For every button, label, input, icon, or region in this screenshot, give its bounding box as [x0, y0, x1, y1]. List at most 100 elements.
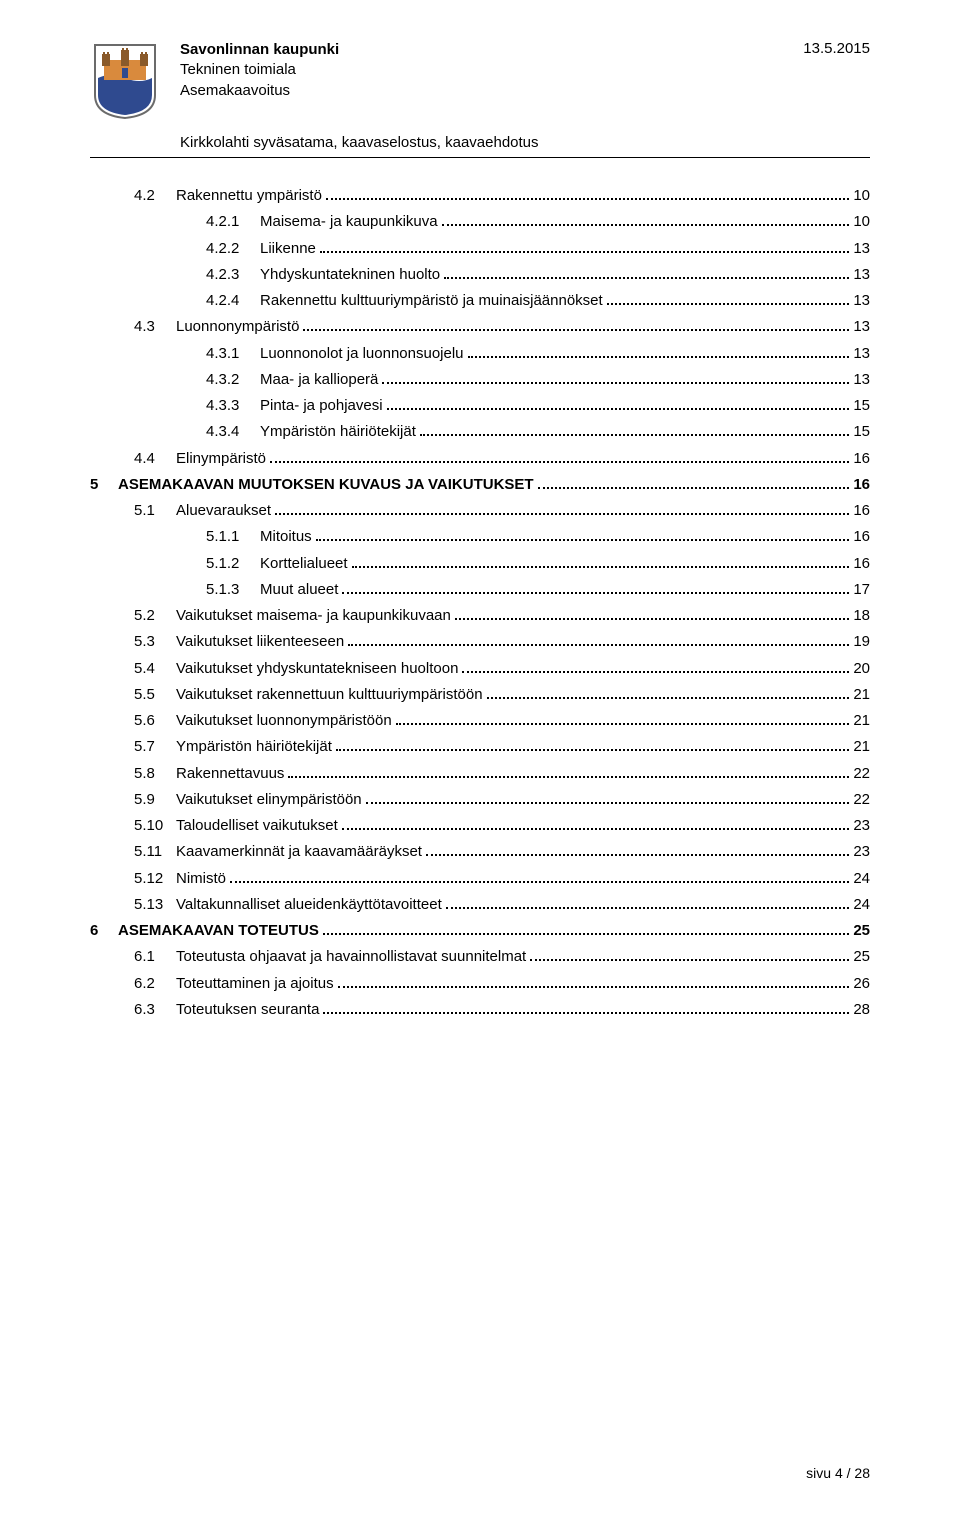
toc-row: 4.3 Luonnonympäristö 13 — [90, 315, 870, 338]
toc-label: ASEMAKAAVAN MUUTOKSEN KUVAUS JA VAIKUTUK… — [118, 473, 534, 496]
toc-number: 5.1.2 — [206, 552, 254, 575]
toc-leader-dots — [323, 920, 849, 936]
toc-label: Elinympäristö — [176, 447, 266, 470]
toc-leader-dots — [275, 500, 849, 516]
toc-row: 4.3.1 Luonnonolot ja luonnonsuojelu 13 — [90, 342, 870, 365]
toc-label: Ympäristön häiriötekijät — [176, 735, 332, 758]
toc-number: 4.3 — [134, 315, 170, 338]
toc-label: Mitoitus — [260, 525, 312, 548]
toc-label: Taloudelliset vaikutukset — [176, 814, 338, 837]
table-of-contents: 4.2Rakennettu ympäristö104.2.1Maisema- j… — [90, 184, 870, 1021]
toc-number: 4.2.1 — [206, 210, 254, 233]
toc-page-number: 13 — [853, 289, 870, 312]
toc-number: 5.1.3 — [206, 578, 254, 601]
toc-page-number: 24 — [853, 893, 870, 916]
toc-label: Liikenne — [260, 237, 316, 260]
toc-label: Nimistö — [176, 867, 226, 890]
dept-line-1: Tekninen toimiala — [180, 60, 870, 80]
toc-label: ASEMAKAAVAN TOTEUTUS — [118, 919, 319, 942]
toc-label: Maisema- ja kaupunkikuva — [260, 210, 438, 233]
toc-row: 4.3.4Ympäristön häiriötekijät15 — [90, 420, 870, 443]
toc-row: 6.2Toteuttaminen ja ajoitus26 — [90, 972, 870, 995]
toc-label: Luonnonympäristö — [176, 315, 299, 338]
toc-page-number: 15 — [853, 420, 870, 443]
toc-page-number: 10 — [853, 210, 870, 233]
toc-number: 5.9 — [134, 788, 170, 811]
toc-label: Muut alueet — [260, 578, 338, 601]
toc-row: 5.8Rakennettavuus22 — [90, 762, 870, 785]
toc-label: Maa- ja kallioperä — [260, 368, 378, 391]
toc-row: 6.3Toteutuksen seuranta28 — [90, 998, 870, 1021]
toc-number: 6 — [90, 919, 112, 942]
toc-page-number: 23 — [853, 814, 870, 837]
toc-leader-dots — [396, 710, 850, 726]
toc-page-number: 21 — [853, 709, 870, 732]
toc-leader-dots — [455, 605, 849, 621]
toc-number: 5.12 — [134, 867, 170, 890]
toc-number: 4.3.2 — [206, 368, 254, 391]
toc-row: 5.2Vaikutukset maisema- ja kaupunkikuvaa… — [90, 604, 870, 627]
toc-page-number: 26 — [853, 972, 870, 995]
toc-page-number: 20 — [853, 657, 870, 680]
toc-number: 5.1.1 — [206, 525, 254, 548]
toc-label: Vaikutukset yhdyskuntatekniseen huoltoon — [176, 657, 458, 680]
toc-page-number: 13 — [853, 263, 870, 286]
toc-number: 5.3 — [134, 630, 170, 653]
toc-label: Rakennettavuus — [176, 762, 284, 785]
header-text-block: Savonlinnan kaupunki Tekninen toimiala A… — [180, 40, 870, 101]
toc-leader-dots — [426, 841, 849, 857]
toc-number: 6.1 — [134, 945, 170, 968]
toc-row: 4.2.4 Rakennettu kulttuuriympäristö ja mu… — [90, 289, 870, 312]
toc-leader-dots — [366, 788, 850, 804]
toc-page-number: 13 — [853, 342, 870, 365]
toc-leader-dots — [442, 211, 850, 227]
toc-row: 5.1Aluevaraukset16 — [90, 499, 870, 522]
toc-leader-dots — [320, 237, 849, 253]
toc-page-number: 28 — [853, 998, 870, 1021]
toc-label: Toteutusta ohjaavat ja havainnollistavat… — [176, 945, 526, 968]
toc-page-number: 15 — [853, 394, 870, 417]
toc-page-number: 24 — [853, 867, 870, 890]
toc-page-number: 10 — [853, 184, 870, 207]
org-name: Savonlinnan kaupunki — [180, 40, 870, 60]
city-crest-logo — [90, 40, 160, 120]
toc-label: Rakennettu ympäristö — [176, 184, 322, 207]
toc-label: Yhdyskuntatekninen huolto — [260, 263, 440, 286]
toc-number: 5.13 — [134, 893, 170, 916]
toc-label: Luonnonolot ja luonnonsuojelu — [260, 342, 464, 365]
toc-leader-dots — [387, 395, 850, 411]
toc-leader-dots — [462, 657, 849, 673]
toc-row: 5.6Vaikutukset luonnonympäristöön21 — [90, 709, 870, 732]
toc-leader-dots — [288, 762, 849, 778]
toc-leader-dots — [303, 316, 849, 332]
toc-label: Vaikutukset luonnonympäristöön — [176, 709, 392, 732]
toc-page-number: 19 — [853, 630, 870, 653]
toc-row: 4.3.2 Maa- ja kallioperä 13 — [90, 368, 870, 391]
toc-row: 5.1.2 Korttelialueet 16 — [90, 552, 870, 575]
toc-leader-dots — [444, 263, 849, 279]
toc-row: 5.1.3Muut alueet17 — [90, 578, 870, 601]
toc-leader-dots — [270, 447, 849, 463]
toc-number: 4.3.1 — [206, 342, 254, 365]
toc-number: 4.2.2 — [206, 237, 254, 260]
toc-leader-dots — [446, 893, 850, 909]
toc-leader-dots — [468, 342, 850, 358]
toc-page-number: 16 — [853, 552, 870, 575]
document-subtitle: Kirkkolahti syväsatama, kaavaselostus, k… — [180, 134, 870, 151]
toc-label: Korttelialueet — [260, 552, 348, 575]
toc-leader-dots — [607, 290, 850, 306]
toc-label: Rakennettu kulttuuriympäristö ja muinais… — [260, 289, 603, 312]
toc-leader-dots — [342, 578, 849, 594]
toc-page-number: 13 — [853, 315, 870, 338]
toc-page-number: 13 — [853, 368, 870, 391]
toc-leader-dots — [336, 736, 849, 752]
page-footer: sivu 4 / 28 — [806, 1465, 870, 1481]
toc-row: 5.1.1Mitoitus16 — [90, 525, 870, 548]
toc-number: 4.2.4 — [206, 289, 254, 312]
toc-number: 5.2 — [134, 604, 170, 627]
toc-page-number: 16 — [853, 473, 870, 496]
toc-page-number: 16 — [853, 447, 870, 470]
toc-row: 5.4Vaikutukset yhdyskuntatekniseen huolt… — [90, 657, 870, 680]
toc-leader-dots — [326, 185, 849, 201]
toc-page-number: 21 — [853, 735, 870, 758]
